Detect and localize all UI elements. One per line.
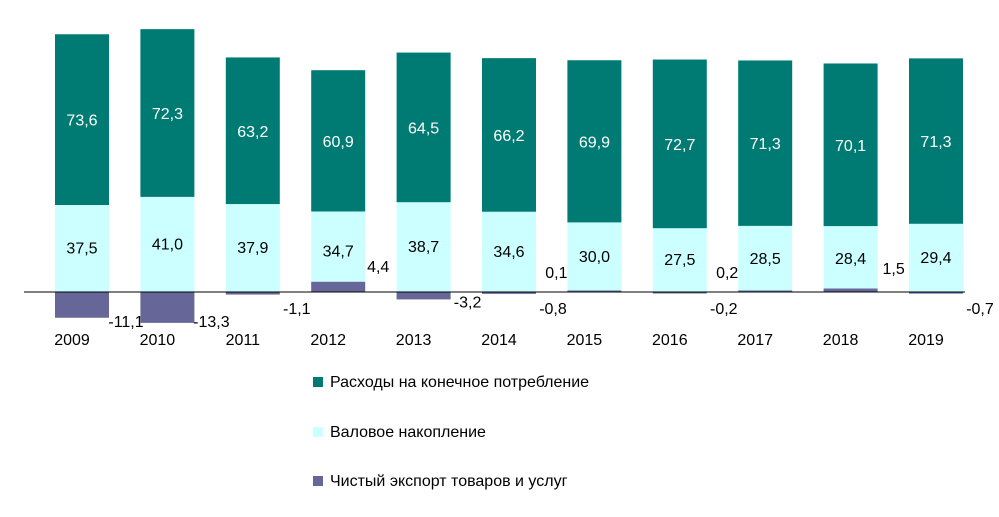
label-final-consumption-2019: 71,3 xyxy=(920,134,951,151)
label-gross-accumulation-2012: 34,7 xyxy=(323,244,354,261)
bar-net-export-2012 xyxy=(311,281,366,292)
label-gross-accumulation-2010: 41,0 xyxy=(152,236,183,253)
x-tick-label-2010: 2010 xyxy=(140,332,176,349)
bar-gross-accumulation-2018 xyxy=(823,226,878,292)
x-tick-label-2014: 2014 xyxy=(481,332,517,349)
label-gross-accumulation-2011: 37,9 xyxy=(237,240,268,257)
x-tick-label-2017: 2017 xyxy=(737,332,773,349)
label-final-consumption-2016: 72,7 xyxy=(664,137,695,154)
label-final-consumption-2013: 64,5 xyxy=(408,120,439,137)
bar-final-consumption-2018 xyxy=(823,63,878,227)
legend-item-1: Расходы на конечное потребление xyxy=(313,374,589,391)
bar-gross-accumulation-2014 xyxy=(482,211,536,292)
bar-gross-accumulation-2019 xyxy=(909,223,963,292)
label-net-export-2012: 4,4 xyxy=(367,259,389,276)
label-net-export-2010: -13,3 xyxy=(193,314,230,331)
bar-gross-accumulation-2015 xyxy=(567,222,622,292)
label-net-export-2011: -1,1 xyxy=(283,301,311,318)
label-final-consumption-2012: 60,9 xyxy=(323,134,354,151)
bar-net-export-2017 xyxy=(738,290,793,292)
legend-swatch xyxy=(313,476,323,486)
legend-item-3: Чистый экспорт товаров и услуг xyxy=(313,473,568,490)
bar-gross-accumulation-2016 xyxy=(652,228,707,292)
bar-final-consumption-2010 xyxy=(140,29,195,197)
label-final-consumption-2011: 63,2 xyxy=(237,124,268,141)
label-final-consumption-2010: 72,3 xyxy=(152,106,183,123)
label-gross-accumulation-2017: 28,5 xyxy=(750,251,781,268)
bar-final-consumption-2011 xyxy=(225,57,280,205)
bar-gross-accumulation-2009 xyxy=(55,205,109,292)
bar-net-export-2010 xyxy=(140,292,195,323)
label-net-export-2016: -0,2 xyxy=(710,301,738,318)
label-net-export-2014: -0,8 xyxy=(539,301,567,318)
bar-gross-accumulation-2012 xyxy=(311,211,366,292)
x-tick-label-2015: 2015 xyxy=(567,332,603,349)
legend-item-2: Валовое накопление xyxy=(313,424,486,441)
bar-gross-accumulation-2013 xyxy=(396,202,451,292)
label-final-consumption-2018: 70,1 xyxy=(835,138,866,155)
label-final-consumption-2009: 73,6 xyxy=(66,113,97,130)
x-tick-label-2011: 2011 xyxy=(226,332,261,349)
bar-net-export-2014 xyxy=(482,292,536,294)
bar-net-export-2018 xyxy=(823,288,878,292)
bar-final-consumption-2017 xyxy=(738,60,793,226)
bar-gross-accumulation-2010 xyxy=(140,196,195,292)
legend-label: Чистый экспорт товаров и услуг xyxy=(330,473,568,490)
bar-final-consumption-2012 xyxy=(311,70,366,212)
bar-net-export-2011 xyxy=(225,292,280,295)
bar-net-export-2013 xyxy=(396,292,451,300)
legend-swatch xyxy=(313,377,323,387)
label-gross-accumulation-2018: 28,4 xyxy=(835,251,866,268)
label-gross-accumulation-2014: 34,6 xyxy=(493,244,524,261)
bar-net-export-2016 xyxy=(652,292,707,294)
label-gross-accumulation-2015: 30,0 xyxy=(579,249,610,266)
bar-net-export-2015 xyxy=(567,290,622,292)
label-gross-accumulation-2009: 37,5 xyxy=(66,241,97,258)
x-tick-label-2012: 2012 xyxy=(310,332,346,349)
label-gross-accumulation-2013: 38,7 xyxy=(408,239,439,256)
bar-final-consumption-2015 xyxy=(567,60,622,223)
data-labels-layer: 73,6 37,5 -11,1 72,3 41,0 -13,3 63,2 37,9 -1,1 60… xyxy=(66,106,993,331)
label-final-consumption-2017: 71,3 xyxy=(750,136,781,153)
label-net-export-2017: 0,2 xyxy=(716,265,738,282)
x-tick-label-2013: 2013 xyxy=(396,332,432,349)
bar-final-consumption-2009 xyxy=(55,34,109,205)
bar-final-consumption-2014 xyxy=(482,58,536,212)
bar-final-consumption-2019 xyxy=(909,58,963,224)
label-gross-accumulation-2019: 29,4 xyxy=(920,250,951,267)
x-tick-label-2009: 2009 xyxy=(54,332,90,349)
label-net-export-2019: -0,7 xyxy=(966,301,994,318)
label-gross-accumulation-2016: 27,5 xyxy=(664,252,695,269)
legend-label: Расходы на конечное потребление xyxy=(330,374,589,391)
x-tick-label-2019: 2019 xyxy=(908,332,944,349)
label-net-export-2009: -11,1 xyxy=(108,314,143,331)
label-net-export-2015: 0,1 xyxy=(545,265,567,282)
bar-net-export-2019 xyxy=(909,292,963,294)
bars-layer xyxy=(55,29,963,323)
legend: Расходы на конечное потребление Валовое н… xyxy=(313,374,589,490)
label-net-export-2013: -3,2 xyxy=(454,295,482,312)
bar-final-consumption-2013 xyxy=(396,52,451,203)
bar-gross-accumulation-2011 xyxy=(225,204,280,292)
legend-swatch xyxy=(313,427,323,437)
bar-gross-accumulation-2017 xyxy=(738,225,793,292)
label-final-consumption-2015: 69,9 xyxy=(579,134,610,151)
x-axis: 2009 2010 2011 2012 2013 2014 2015 2016 2017 2018… xyxy=(24,291,965,349)
bar-net-export-2009 xyxy=(55,292,109,318)
bar-final-consumption-2016 xyxy=(652,59,707,229)
x-tick-label-2018: 2018 xyxy=(823,332,859,349)
x-tick-label-2016: 2016 xyxy=(652,332,688,349)
legend-label: Валовое накопление xyxy=(330,424,486,441)
label-net-export-2018: 1,5 xyxy=(882,261,904,278)
label-final-consumption-2014: 66,2 xyxy=(493,128,524,145)
